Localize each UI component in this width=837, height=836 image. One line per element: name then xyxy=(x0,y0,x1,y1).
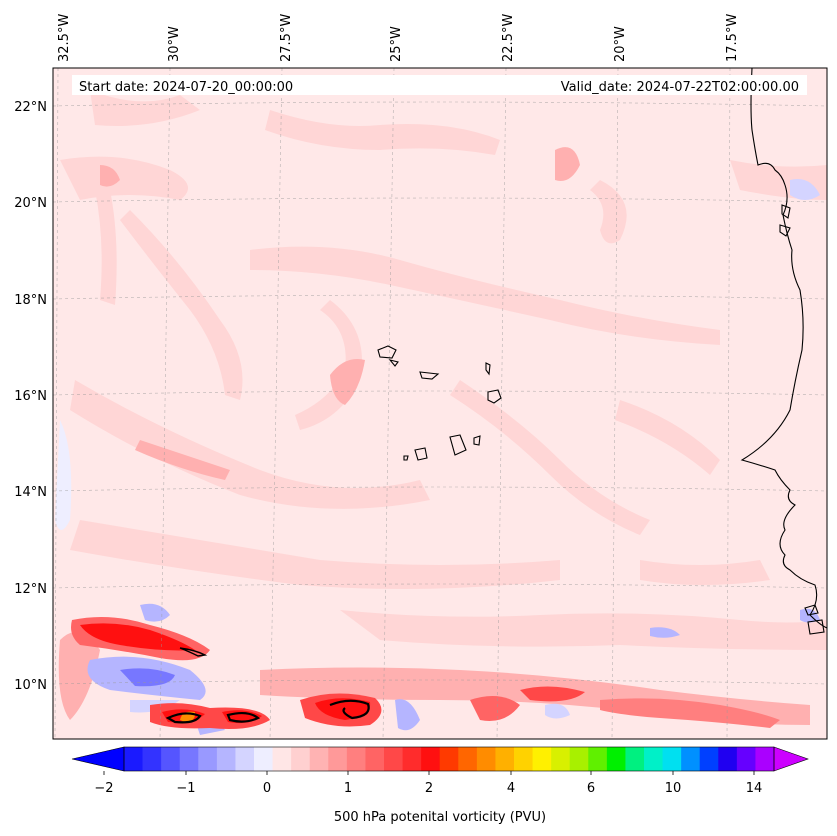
colorbar-cell xyxy=(699,747,719,771)
colorbar-over-arrow xyxy=(773,746,809,772)
colorbar-tick-label: 2 xyxy=(425,781,433,796)
coastlines xyxy=(377,68,827,635)
colorbar-frame xyxy=(123,746,775,772)
map-panel xyxy=(53,68,827,739)
lon-label: 20°W xyxy=(613,26,628,62)
colorbar-cell xyxy=(662,747,682,771)
lat-label: 22°N xyxy=(14,100,47,115)
lon-label: 27.5°W xyxy=(279,14,294,62)
colorbar-cell xyxy=(476,747,496,771)
graticule xyxy=(53,68,827,739)
header-strip xyxy=(72,75,807,95)
colorbar-tick-label: −1 xyxy=(176,781,195,796)
colorbar: −2 −1 0 1 2 4 6 10 14 500 hPa potenital … xyxy=(71,746,809,825)
colorbar-ticks xyxy=(103,771,755,775)
pv-strong-features xyxy=(71,616,780,729)
colorbar-title: 500 hPa potenital vorticity (PVU) xyxy=(334,810,546,825)
colorbar-cell xyxy=(365,747,385,771)
colorbar-tick-label: 14 xyxy=(746,781,763,796)
lat-label: 12°N xyxy=(14,582,47,597)
lon-label: 17.5°W xyxy=(725,14,740,62)
colorbar-cell xyxy=(588,747,608,771)
colorbar-cell xyxy=(625,747,645,771)
colorbar-cell xyxy=(718,747,738,771)
colorbar-cell xyxy=(569,747,589,771)
latitude-labels: 22°N 20°N 18°N 16°N 14°N 12°N 10°N xyxy=(14,100,47,693)
colorbar-cell xyxy=(179,747,199,771)
colorbar-cell xyxy=(458,747,478,771)
lat-label: 14°N xyxy=(14,485,47,500)
pv-contours xyxy=(165,647,370,724)
lon-label: 22.5°W xyxy=(501,14,516,62)
colorbar-cell xyxy=(439,747,459,771)
colorbar-cell xyxy=(161,747,181,771)
colorbar-cell xyxy=(532,747,552,771)
colorbar-cell xyxy=(309,747,329,771)
lat-label: 20°N xyxy=(14,196,47,211)
colorbar-cell xyxy=(142,747,162,771)
colorbar-cell xyxy=(328,747,348,771)
colorbar-cell xyxy=(644,747,663,771)
colorbar-tick-label: 0 xyxy=(263,781,271,796)
colorbar-cell xyxy=(402,747,422,771)
lon-label: 25°W xyxy=(389,26,404,62)
lat-label: 10°N xyxy=(14,678,47,693)
colorbar-cells xyxy=(124,747,775,771)
colorbar-cell xyxy=(272,747,292,771)
colorbar-cell xyxy=(291,747,311,771)
pv-negative-patches xyxy=(55,179,820,735)
colorbar-under-arrow xyxy=(71,746,125,772)
colorbar-tick-label: −2 xyxy=(94,781,113,796)
valid-date-label: Valid_date: 2024-07-22T02:00:00.00 xyxy=(561,80,799,95)
colorbar-cell xyxy=(514,747,533,771)
colorbar-tick-label: 6 xyxy=(587,781,595,796)
colorbar-cell xyxy=(198,747,218,771)
lat-label: 16°N xyxy=(14,389,47,404)
colorbar-tick-label: 4 xyxy=(507,781,515,796)
pv-light-bands xyxy=(60,90,827,650)
lon-label: 32.5°W xyxy=(57,14,72,62)
colorbar-cell xyxy=(421,747,441,771)
colorbar-tick-label: 1 xyxy=(344,781,352,796)
lon-label: 30°W xyxy=(167,26,182,62)
map-frame xyxy=(52,67,828,740)
colorbar-cell xyxy=(736,747,756,771)
colorbar-cell xyxy=(235,747,255,771)
colorbar-cell xyxy=(384,747,403,771)
colorbar-cell xyxy=(606,747,626,771)
colorbar-cell xyxy=(681,747,701,771)
colorbar-tick-label: 10 xyxy=(665,781,682,796)
colorbar-cell xyxy=(216,747,236,771)
colorbar-cell xyxy=(346,747,366,771)
lat-label: 18°N xyxy=(14,293,47,308)
colorbar-cell xyxy=(551,747,571,771)
colorbar-tick-labels: −2 −1 0 1 2 4 6 10 14 xyxy=(94,781,762,796)
colorbar-cell xyxy=(755,747,775,771)
colorbar-cell xyxy=(495,747,515,771)
start-date-label: Start date: 2024-07-20_00:00:00 xyxy=(79,80,293,95)
colorbar-cell xyxy=(124,747,143,771)
longitude-labels: 32.5°W 30°W 27.5°W 25°W 22.5°W 20°W 17.5… xyxy=(57,14,740,62)
colorbar-cell xyxy=(254,747,273,771)
